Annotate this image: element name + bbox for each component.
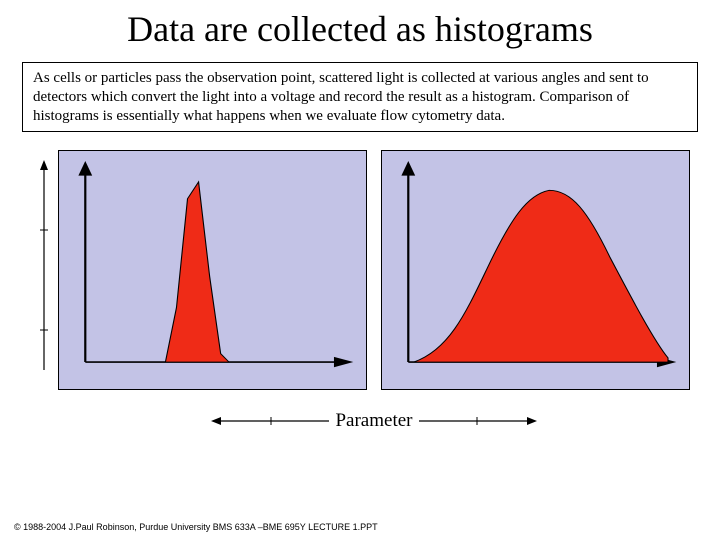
footer-copyright: © 1988-2004 J.Paul Robinson, Purdue Univ… bbox=[14, 522, 378, 532]
chart-area: Number of events bbox=[58, 150, 690, 420]
x-axis-right-arrow bbox=[417, 416, 537, 426]
y-axis-outer-arrow bbox=[40, 160, 50, 380]
histogram-panel-left bbox=[58, 150, 367, 390]
histogram-panel-right bbox=[381, 150, 690, 390]
page-title: Data are collected as histograms bbox=[0, 0, 720, 62]
histogram-right bbox=[400, 161, 676, 370]
x-axis-row: Parameter bbox=[58, 410, 690, 436]
histogram-shape bbox=[166, 182, 230, 362]
description-box: As cells or particles pass the observati… bbox=[22, 62, 698, 132]
x-axis-left-arrow bbox=[211, 416, 331, 426]
histogram-left bbox=[77, 161, 353, 370]
histogram-shape bbox=[414, 190, 668, 362]
x-axis-label: Parameter bbox=[335, 410, 412, 432]
